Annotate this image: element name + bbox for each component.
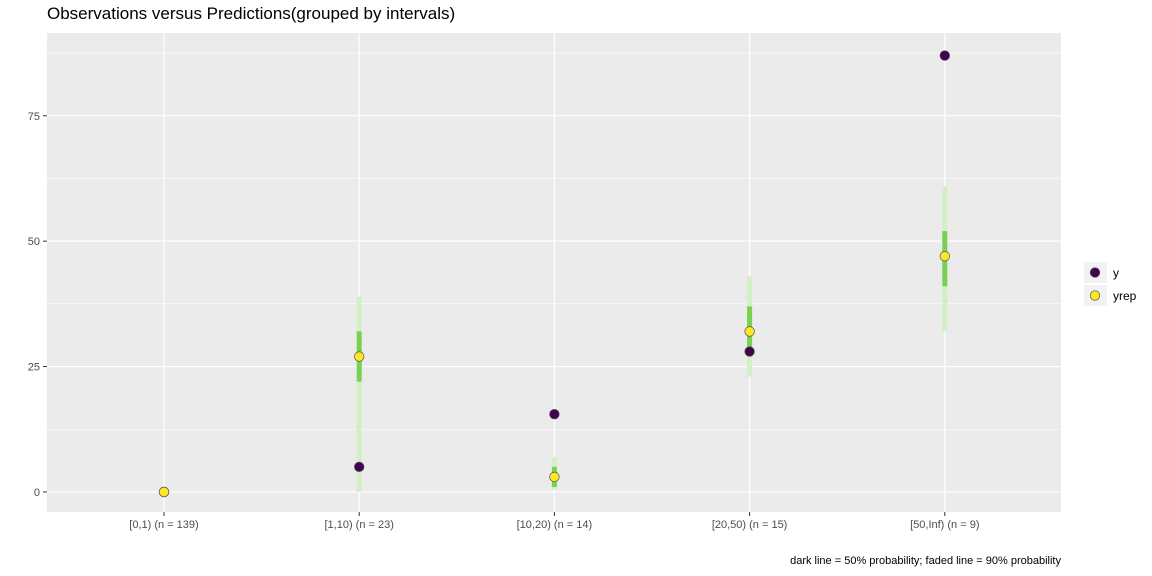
x-tick-label: [1,10) (n = 23) [324,519,393,531]
legend-key-yrep [1089,290,1101,301]
point-yrep [549,471,560,483]
legend-label-y: y [1113,266,1119,280]
axes-layer: 0 25 50 75 [0,1) (n = 139) [1,10) (n = 23) [10… [28,111,980,531]
chart-title: Observations versus Predictions(grouped … [47,4,456,23]
point-yrep [158,486,170,498]
x-tick-label: [0,1) (n = 139) [129,519,198,531]
x-tick-label: [10,20) (n = 14) [517,519,593,531]
legend-key-y [1089,267,1101,278]
legend: y yrep [1084,262,1137,306]
chart-caption: dark line = 50% probability; faded line … [790,555,1061,567]
point-y [939,50,950,61]
y-tick-label: 50 [28,236,40,248]
y-tick-label: 75 [28,111,40,123]
legend-label-yrep: yrep [1113,289,1137,303]
y-tick-label: 0 [34,487,40,499]
point-yrep [744,326,755,337]
point-yrep [354,351,365,362]
x-tick-label: [20,50) (n = 15) [712,519,788,531]
point-y [549,409,560,420]
y-tick-label: 25 [28,362,40,374]
point-y [354,461,365,473]
point-yrep [939,251,950,262]
x-tick-label: [50,Inf) (n = 9) [910,519,979,531]
points-layer [158,50,950,498]
major-gridlines [47,33,1061,512]
point-y [744,346,755,357]
